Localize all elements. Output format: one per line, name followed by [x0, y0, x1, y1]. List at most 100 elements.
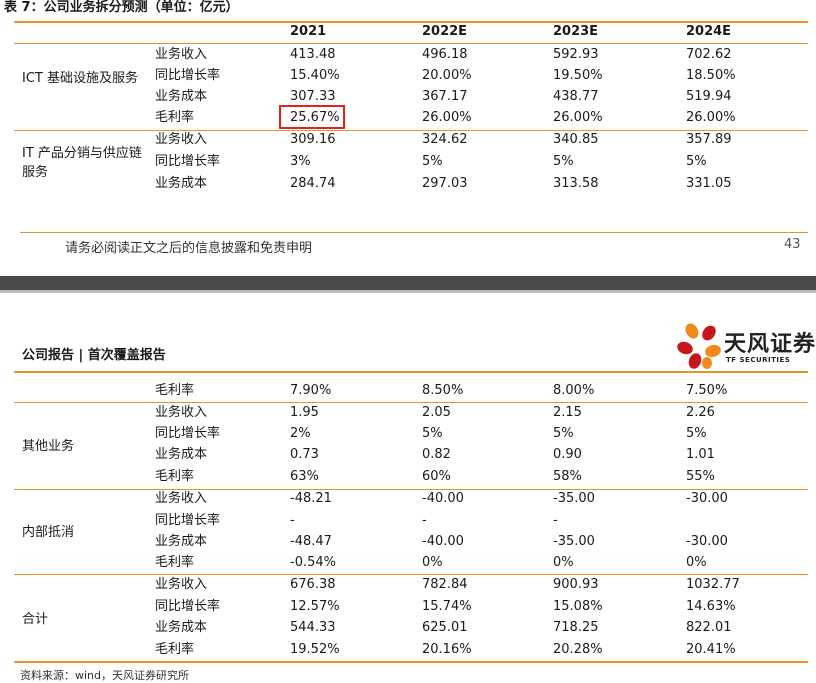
- value-cell: -48.47: [290, 534, 332, 549]
- value-cell: 14.63%: [686, 599, 736, 614]
- metric-label: 同比增长率: [155, 513, 221, 528]
- value-cell: 63%: [290, 469, 319, 484]
- metric-label: 毛利率: [155, 642, 195, 657]
- value-cell: 297.03: [422, 176, 468, 191]
- segment-label: 合计: [22, 612, 49, 627]
- value-cell: 5%: [422, 426, 443, 441]
- value-cell: 313.58: [553, 176, 599, 191]
- disclaimer-text: 请务必阅读正文之后的信息披露和免责申明: [65, 241, 313, 256]
- metric-label: 毛利率: [155, 555, 195, 570]
- value-cell: 60%: [422, 469, 451, 484]
- metric-label: 业务成本: [155, 620, 208, 635]
- value-cell: 2.15: [553, 405, 582, 420]
- segment-label: 内部抵消: [22, 525, 75, 540]
- header-bottom-rule: [14, 43, 808, 44]
- metric-label: 业务收入: [155, 491, 208, 506]
- value-cell: 284.74: [290, 176, 336, 191]
- logo-subtext: TF SECURITIES: [726, 356, 791, 364]
- value-cell: 26.00%: [422, 110, 472, 125]
- page-gap: [0, 276, 816, 290]
- value-cell: 625.01: [422, 620, 468, 635]
- value-cell: 5%: [686, 426, 707, 441]
- page-gap-shadow: [0, 290, 816, 293]
- value-cell: 822.01: [686, 620, 732, 635]
- value-cell: 19.52%: [290, 642, 340, 657]
- value-cell: -0.54%: [290, 555, 336, 570]
- value-cell: 340.85: [553, 132, 599, 147]
- value-cell: 25.67%: [290, 110, 340, 125]
- metric-label: 同比增长率: [155, 154, 221, 169]
- value-cell: 15.40%: [290, 68, 340, 83]
- value-cell: 20.28%: [553, 642, 603, 657]
- metric-label: 业务成本: [155, 447, 208, 462]
- value-cell: -30.00: [686, 491, 728, 506]
- value-cell: 55%: [686, 469, 715, 484]
- metric-label: 业务收入: [155, 405, 208, 420]
- value-cell: 718.25: [553, 620, 599, 635]
- value-cell: 544.33: [290, 620, 336, 635]
- value-cell: 309.16: [290, 132, 336, 147]
- value-cell: 900.93: [553, 577, 599, 592]
- value-cell: 3%: [290, 154, 311, 169]
- value-cell: 7.50%: [686, 383, 728, 398]
- segment-divider: [14, 402, 808, 403]
- metric-label: 业务收入: [155, 132, 208, 147]
- segment-divider: [14, 574, 808, 575]
- metric-label: 业务收入: [155, 577, 208, 592]
- column-header-2022e: 2022E: [422, 24, 468, 39]
- value-cell: 5%: [686, 154, 707, 169]
- page2-header-rule: [14, 371, 808, 373]
- value-cell: -35.00: [553, 491, 595, 506]
- tf-securities-logo: 天风证券 TF SECURITIES: [676, 320, 815, 370]
- logo-text: 天风证券: [724, 332, 816, 357]
- value-cell: 0.73: [290, 447, 319, 462]
- value-cell: -: [290, 513, 295, 528]
- value-cell: 12.57%: [290, 599, 340, 614]
- page-number: 43: [784, 237, 801, 252]
- metric-label: 业务成本: [155, 89, 208, 104]
- value-cell: 0%: [553, 555, 574, 570]
- metric-label: 毛利率: [155, 383, 195, 398]
- value-cell: 0.90: [553, 447, 582, 462]
- value-cell: -48.21: [290, 491, 332, 506]
- value-cell: -: [553, 513, 558, 528]
- value-cell: 8.00%: [553, 383, 595, 398]
- value-cell: 15.74%: [422, 599, 472, 614]
- segment-divider: [14, 130, 808, 131]
- column-header-2021: 2021: [290, 24, 327, 39]
- metric-label: 业务收入: [155, 47, 208, 62]
- value-cell: 324.62: [422, 132, 468, 147]
- value-cell: 0%: [422, 555, 443, 570]
- value-cell: 496.18: [422, 47, 468, 62]
- column-header-2023e: 2023E: [553, 24, 599, 39]
- table-title: 表 7：公司业务拆分预测（单位：亿元）: [4, 0, 239, 15]
- value-cell: 1032.77: [686, 577, 740, 592]
- value-cell: 20.16%: [422, 642, 472, 657]
- value-cell: 5%: [422, 154, 443, 169]
- value-cell: 0.82: [422, 447, 451, 462]
- report-header-title: 公司报告 | 首次覆盖报告: [22, 348, 166, 363]
- segment-label: ICT 基础设施及服务: [22, 71, 138, 86]
- value-cell: 19.50%: [553, 68, 603, 83]
- value-cell: 26.00%: [553, 110, 603, 125]
- table-top-rule: [14, 21, 808, 23]
- value-cell: 2.26: [686, 405, 715, 420]
- metric-label: 同比增长率: [155, 599, 221, 614]
- metric-label: 业务成本: [155, 534, 208, 549]
- highlight-box: [279, 105, 345, 129]
- metric-label: 同比增长率: [155, 68, 221, 83]
- value-cell: 519.94: [686, 89, 732, 104]
- value-cell: 357.89: [686, 132, 732, 147]
- value-cell: 307.33: [290, 89, 336, 104]
- value-cell: -: [422, 513, 427, 528]
- value-cell: -40.00: [422, 491, 464, 506]
- value-cell: 15.08%: [553, 599, 603, 614]
- value-cell: -40.00: [422, 534, 464, 549]
- value-cell: 7.90%: [290, 383, 332, 398]
- metric-label: 毛利率: [155, 110, 195, 125]
- value-cell: 8.50%: [422, 383, 464, 398]
- logo-flower-icon: [677, 323, 721, 369]
- value-cell: 676.38: [290, 577, 336, 592]
- value-cell: 438.77: [553, 89, 599, 104]
- value-cell: 0%: [686, 555, 707, 570]
